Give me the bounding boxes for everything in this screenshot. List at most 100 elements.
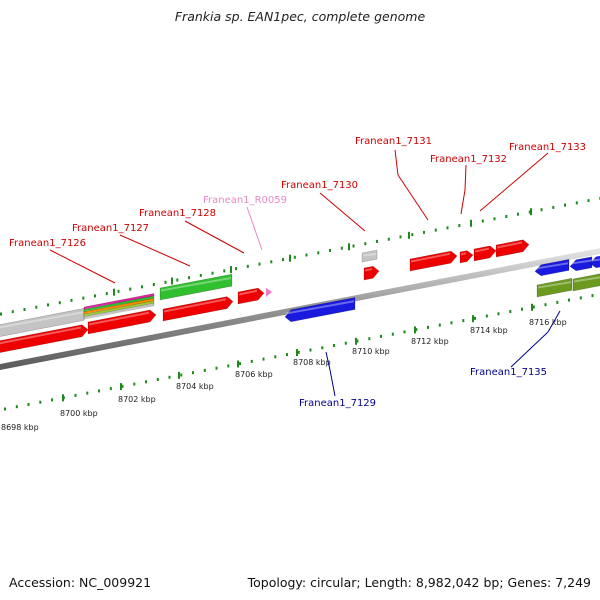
olive-feature: [572, 273, 600, 292]
gene-label-franean1-7128[interactable]: Franean1_7128: [139, 208, 216, 219]
major-tick: [348, 243, 350, 251]
major-tick: [178, 371, 180, 379]
minor-tick: [423, 230, 425, 234]
minor-tick: [505, 215, 508, 218]
minor-tick: [152, 283, 155, 286]
feature-layer: [0, 239, 600, 353]
scale-label: 8708 kbp: [293, 358, 331, 367]
major-tick: [62, 394, 64, 402]
leader-line: [184, 220, 245, 254]
feature-highlight: [536, 262, 568, 270]
minor-tick: [462, 319, 465, 323]
major-tick: [414, 326, 416, 334]
minor-tick: [156, 378, 159, 381]
minor-tick: [544, 303, 547, 307]
minor-tick: [215, 366, 218, 370]
minor-tick: [121, 384, 124, 388]
minor-tick: [133, 382, 136, 386]
gene-label-franean1-7130[interactable]: Franean1_7130: [281, 180, 358, 191]
minor-tick: [141, 285, 143, 289]
major-tick: [408, 231, 410, 239]
minor-tick: [11, 310, 14, 314]
minor-tick: [211, 271, 214, 275]
forward-gene-franean1-7126: [0, 324, 89, 353]
minor-tick: [556, 300, 559, 304]
feature-highlight: [239, 289, 257, 296]
minor-tick: [51, 398, 53, 402]
minor-tick: [293, 255, 296, 259]
minor-tick: [258, 262, 261, 266]
minor-tick: [250, 359, 253, 363]
minor-tick: [145, 380, 147, 384]
minor-tick: [0, 312, 2, 316]
minor-tick: [368, 337, 371, 341]
minor-tick: [329, 249, 331, 252]
feature-highlight: [85, 305, 153, 321]
minor-tick: [82, 296, 85, 300]
minor-tick: [86, 391, 89, 395]
scale-label: 8702 kbp: [118, 395, 156, 404]
minor-tick: [235, 267, 237, 271]
minor-tick: [74, 393, 77, 397]
minor-tick: [274, 355, 277, 359]
gene-label-franean1-7135[interactable]: Franean1_7135: [470, 367, 547, 378]
forward-gene-franean1-7131: [409, 250, 458, 272]
major-tick: [289, 254, 291, 262]
gene-label-franean1-r0059[interactable]: Franean1_R0059: [203, 195, 287, 206]
minor-tick: [458, 224, 461, 228]
feature-highlight: [164, 298, 226, 313]
minor-tick: [70, 298, 73, 302]
forward-gene-franean1-7127: [87, 309, 157, 335]
minor-tick: [356, 339, 359, 343]
feature-highlight: [363, 253, 376, 257]
leader-line: [394, 149, 399, 176]
minor-tick: [27, 403, 30, 406]
feature-highlight: [161, 277, 231, 292]
olive-feature: [536, 277, 573, 298]
reverse-gene: [534, 259, 570, 277]
major-tick: [237, 360, 239, 368]
feature-highlight: [0, 326, 81, 345]
minor-tick: [47, 303, 49, 307]
minor-tick: [203, 368, 206, 372]
gene-label-franean1-7132[interactable]: Franean1_7132: [430, 154, 507, 165]
forward-gene-franean1-7132: [459, 250, 474, 264]
minor-tick: [321, 346, 324, 350]
minor-tick: [568, 298, 570, 302]
minor-tick: [391, 332, 394, 336]
minor-tick: [364, 242, 367, 246]
feature-highlight: [591, 258, 600, 262]
minor-tick: [587, 199, 590, 203]
gene-label-franean1-7133[interactable]: Franean1_7133: [509, 142, 586, 153]
minor-tick: [282, 258, 284, 262]
scale-label: 8700 kbp: [60, 409, 98, 418]
major-tick: [355, 337, 357, 345]
minor-tick: [509, 310, 512, 313]
green-feature: [159, 273, 233, 301]
minor-tick: [168, 375, 171, 379]
gene-label-franean1-7127[interactable]: Franean1_7127: [72, 223, 149, 234]
major-tick: [531, 303, 533, 311]
minor-tick: [35, 305, 38, 309]
gene-label-franean1-7131[interactable]: Franean1_7131: [355, 136, 432, 147]
minor-tick: [579, 296, 582, 300]
minor-tick: [109, 387, 112, 391]
leader-line: [246, 206, 263, 251]
leader-line: [460, 189, 466, 215]
minor-tick: [164, 280, 167, 284]
minor-tick: [223, 269, 226, 273]
minor-tick: [352, 244, 355, 248]
gene-label-franean1-7129[interactable]: Franean1_7129: [299, 398, 376, 409]
scale-label: 8712 kbp: [411, 337, 449, 346]
minor-tick: [340, 246, 343, 250]
gene-label-franean1-7126[interactable]: Franean1_7126: [9, 238, 86, 249]
leader-line: [479, 152, 549, 212]
forward-gene: [237, 287, 265, 305]
feature-highlight: [461, 252, 466, 256]
minor-tick: [227, 364, 230, 368]
minor-tick: [450, 321, 453, 325]
feature-highlight: [571, 259, 591, 265]
feature-highlight: [89, 311, 149, 326]
minor-tick: [344, 341, 347, 345]
